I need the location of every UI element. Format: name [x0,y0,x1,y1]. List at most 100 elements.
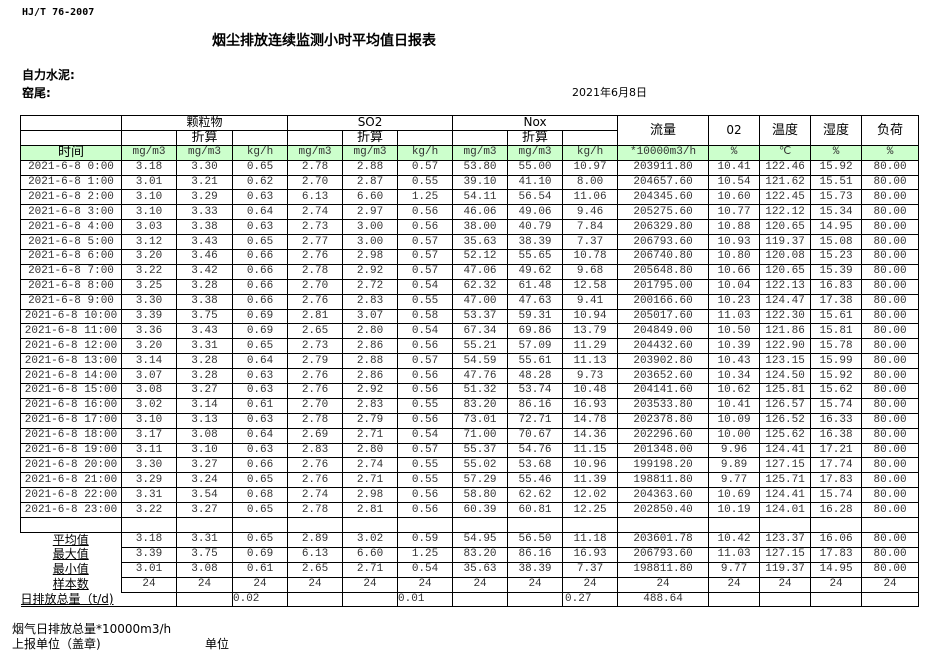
value-cell: 2.72 [342,278,399,295]
value-cell: 12.25 [562,502,619,519]
value-cell: 10.23 [708,293,761,310]
value-cell: 39.10 [452,174,509,191]
value-cell: 11.18 [562,531,619,548]
value-cell: 203601.78 [617,531,710,548]
value-cell: 2.76 [287,457,344,474]
blank-row [20,517,920,533]
value-cell: 0.57 [397,159,454,176]
table-row: 2021-6-8 17:00 3.10 3.13 0.63 2.78 2.79 0.56 73… [20,412,920,429]
value-cell: 7.84 [562,219,619,236]
value-cell: 126.52 [759,412,812,429]
value-cell: 9.96 [708,442,761,459]
value-cell: 47.06 [452,263,509,280]
value-cell: 53.74 [507,383,564,399]
value-cell: 80.00 [861,561,920,578]
value-cell: 80.00 [861,368,920,385]
value-cell: 55.00 [507,159,564,176]
table-row: 2021-6-8 4:00 3.03 3.38 0.63 2.73 3.00 0.56 38.… [20,219,920,236]
header-row-converted: 折算 折算 折算 [20,129,919,146]
value-cell: 10.54 [708,174,761,191]
value-cell: 2.71 [342,561,399,578]
value-cell: 10.09 [708,412,761,429]
table-row: 2021-6-8 15:00 3.08 3.27 0.63 2.76 2.92 0.56 51… [20,383,920,399]
value-cell: 3.29 [176,189,233,206]
value-cell: 3.22 [121,502,177,519]
value-cell: 2.71 [342,427,399,444]
report-table: 颗粒物 SO2 Nox 流量 02 温度 湿度 负荷 折算 折算 折算 时间 m… [20,115,920,608]
empty-cell [452,517,509,533]
value-cell: 122.45 [759,189,812,206]
daily-total-cell [759,591,812,608]
value-cell: 16.93 [562,546,619,563]
value-cell: 57.29 [452,472,509,489]
value-cell: 202296.60 [617,427,710,444]
value-cell: 0.65 [231,472,289,489]
value-cell: 80.00 [861,189,920,206]
value-cell: 2.76 [287,293,344,310]
value-cell: 0.65 [231,531,289,548]
time-cell: 2021-6-8 2:00 [20,189,122,206]
time-cell: 2021-6-8 5:00 [20,234,122,251]
time-cell: 2021-6-8 22:00 [20,487,122,504]
header-blank [287,129,344,146]
value-cell: 3.22 [121,263,177,280]
value-cell: 2.71 [342,472,399,489]
header-blank [121,129,177,146]
value-cell: 69.86 [507,323,564,340]
value-cell: 80.00 [861,308,920,325]
value-cell: 10.19 [708,502,761,519]
value-cell: 24 [759,576,812,593]
value-cell: 10.93 [708,234,761,251]
value-cell: 0.69 [231,546,289,563]
value-cell: 3.07 [121,368,177,385]
value-cell: 12.02 [562,487,619,504]
value-cell: 120.08 [759,249,812,265]
value-cell: 62.62 [507,487,564,504]
daily-total-label: 日排放总量（t/d) [20,592,177,608]
empty-cell [759,517,812,533]
value-cell: 0.57 [397,263,454,280]
value-cell: 10.43 [708,353,761,370]
value-cell: 10.96 [562,457,619,474]
table-row: 2021-6-8 12:00 3.20 3.31 0.65 2.73 2.86 0.56 55… [20,338,920,355]
value-cell: 124.50 [759,368,812,385]
value-cell: 38.00 [452,219,509,236]
value-cell: 47.76 [452,368,509,385]
value-cell: 58.80 [452,487,509,504]
value-cell: 0.64 [231,353,289,370]
value-cell: 0.65 [231,502,289,519]
value-cell: 120.65 [759,263,812,280]
daily-total-row: 日排放总量（t/d) 0.02 0.01 0.27 488.64 [20,591,920,608]
value-cell: 80.00 [861,278,920,295]
value-cell: 80.00 [861,531,920,548]
time-cell: 2021-6-8 17:00 [20,412,122,429]
value-cell: 80.00 [861,457,920,474]
value-cell: 0.63 [231,383,289,399]
value-cell: 15.99 [810,353,863,370]
value-cell: 124.47 [759,293,812,310]
value-cell: 3.25 [121,278,177,295]
value-cell: 24 [397,576,454,593]
value-cell: 2.86 [342,368,399,385]
value-cell: 80.00 [861,174,920,191]
value-cell: 122.30 [759,308,812,325]
value-cell: 80.00 [861,412,920,429]
value-cell: 53.68 [507,457,564,474]
value-cell: 3.30 [121,457,177,474]
value-cell: 0.56 [397,383,454,399]
value-cell: 206793.60 [617,546,710,563]
report-date: 2021年6月8日 [572,86,647,99]
header-blank [397,129,454,146]
value-cell: 3.31 [176,338,233,355]
unit-cell: kg/h [562,144,619,161]
value-cell: 203533.80 [617,397,710,414]
value-cell: 24 [507,576,564,593]
summary-label: 平均值 [20,532,122,548]
value-cell: 10.97 [562,159,619,176]
empty-cell [708,517,761,533]
value-cell: 121.62 [759,174,812,191]
value-cell: 122.46 [759,159,812,176]
table-row: 2021-6-8 5:00 3.12 3.43 0.65 2.77 3.00 0.57 35.… [20,234,920,251]
value-cell: 17.21 [810,442,863,459]
time-cell: 2021-6-8 9:00 [20,293,122,310]
